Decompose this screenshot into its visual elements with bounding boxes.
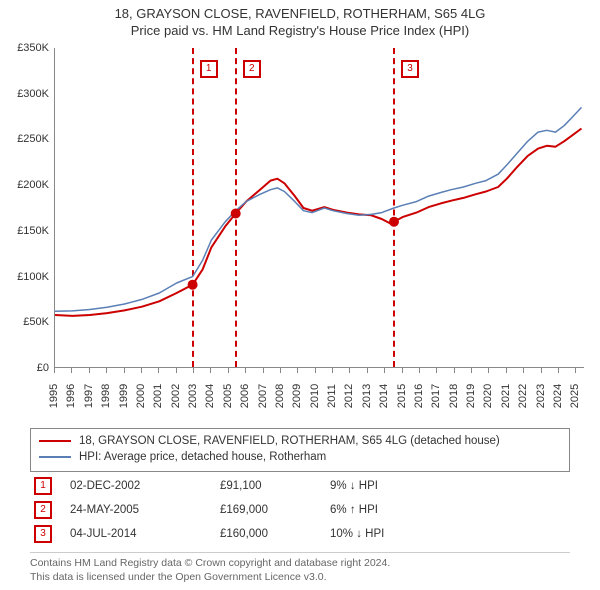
x-tick-label: 2007	[257, 384, 269, 408]
legend-label: HPI: Average price, detached house, Roth…	[79, 451, 326, 463]
legend-swatch	[39, 440, 71, 442]
sale-point	[188, 280, 198, 290]
x-tick-label: 2024	[552, 384, 564, 408]
x-tick-label: 2005	[222, 384, 234, 408]
chart-subtitle: Price paid vs. HM Land Registry's House …	[0, 23, 600, 38]
sales-table-row: 2 24-MAY-2005£169,0006% ↑ HPI	[30, 498, 570, 522]
sale-badge: 3	[34, 525, 52, 543]
sales-table: 1 02-DEC-2002£91,1009% ↓ HPI 2 24-MAY-2005£…	[30, 474, 570, 546]
legend-row-hpi: HPI: Average price, detached house, Roth…	[39, 449, 561, 465]
y-tick-label: £50K	[23, 316, 49, 328]
x-tick-label: 2010	[309, 384, 321, 408]
x-tick-label: 2015	[396, 384, 408, 408]
sale-date: 24-MAY-2005	[70, 504, 220, 516]
x-axis-labels: 1995199619971998199920002001200220032004…	[54, 370, 584, 420]
y-tick-label: £300K	[17, 88, 49, 100]
y-tick-label: £100K	[17, 271, 49, 283]
x-tick-label: 2021	[500, 384, 512, 408]
attribution-footer: Contains HM Land Registry data © Crown c…	[30, 552, 570, 584]
y-tick-label: £250K	[17, 133, 49, 145]
legend-swatch	[39, 456, 71, 458]
sale-pct-vs-hpi: 9% ↓ HPI	[330, 480, 470, 492]
plot-area: £0£50K£100K£150K£200K£250K£300K£350K123	[54, 48, 584, 368]
x-tick-label: 2023	[535, 384, 547, 408]
y-tick-label: £200K	[17, 179, 49, 191]
series-price_paid	[55, 129, 582, 316]
sale-point	[389, 217, 399, 227]
x-tick-label: 2001	[152, 384, 164, 408]
x-tick-label: 2017	[430, 384, 442, 408]
x-tick-label: 2009	[291, 384, 303, 408]
x-tick-label: 2022	[517, 384, 529, 408]
sale-date: 04-JUL-2014	[70, 528, 220, 540]
footer-line-1: Contains HM Land Registry data © Crown c…	[30, 557, 570, 571]
title-block: 18, GRAYSON CLOSE, RAVENFIELD, ROTHERHAM…	[0, 0, 600, 38]
x-tick-label: 2014	[378, 384, 390, 408]
sale-price: £160,000	[220, 528, 330, 540]
y-tick-label: £350K	[17, 42, 49, 54]
x-tick-label: 1995	[48, 384, 60, 408]
x-tick-label: 2004	[204, 384, 216, 408]
footer-line-2: This data is licensed under the Open Gov…	[30, 571, 570, 585]
x-tick-label: 2006	[239, 384, 251, 408]
x-tick-label: 2012	[343, 384, 355, 408]
sale-badge: 2	[34, 501, 52, 519]
sale-price: £91,100	[220, 480, 330, 492]
y-tick-label: £0	[37, 362, 49, 374]
x-tick-label: 2003	[187, 384, 199, 408]
sale-badge: 1	[34, 477, 52, 495]
sale-price: £169,000	[220, 504, 330, 516]
sale-date: 02-DEC-2002	[70, 480, 220, 492]
sales-table-row: 1 02-DEC-2002£91,1009% ↓ HPI	[30, 474, 570, 498]
sales-table-row: 3 04-JUL-2014£160,00010% ↓ HPI	[30, 522, 570, 546]
x-tick-label: 1999	[118, 384, 130, 408]
x-tick-label: 1998	[100, 384, 112, 408]
x-tick-label: 1996	[65, 384, 77, 408]
y-tick-label: £150K	[17, 225, 49, 237]
legend: 18, GRAYSON CLOSE, RAVENFIELD, ROTHERHAM…	[30, 428, 570, 472]
x-tick-label: 2018	[448, 384, 460, 408]
x-tick-label: 2020	[482, 384, 494, 408]
sale-point	[231, 209, 241, 219]
x-tick-label: 2013	[361, 384, 373, 408]
x-tick-label: 2025	[569, 384, 581, 408]
x-tick-label: 2019	[465, 384, 477, 408]
chart-title-address: 18, GRAYSON CLOSE, RAVENFIELD, ROTHERHAM…	[0, 6, 600, 21]
x-tick-label: 1997	[83, 384, 95, 408]
legend-row-price-paid: 18, GRAYSON CLOSE, RAVENFIELD, ROTHERHAM…	[39, 433, 561, 449]
sale-pct-vs-hpi: 10% ↓ HPI	[330, 528, 470, 540]
x-tick-label: 2000	[135, 384, 147, 408]
legend-label: 18, GRAYSON CLOSE, RAVENFIELD, ROTHERHAM…	[79, 435, 500, 447]
sale-pct-vs-hpi: 6% ↑ HPI	[330, 504, 470, 516]
x-tick-label: 2011	[326, 384, 338, 408]
chart-container: 18, GRAYSON CLOSE, RAVENFIELD, ROTHERHAM…	[0, 0, 600, 590]
x-tick-label: 2002	[170, 384, 182, 408]
x-tick-label: 2008	[274, 384, 286, 408]
x-tick-label: 2016	[413, 384, 425, 408]
